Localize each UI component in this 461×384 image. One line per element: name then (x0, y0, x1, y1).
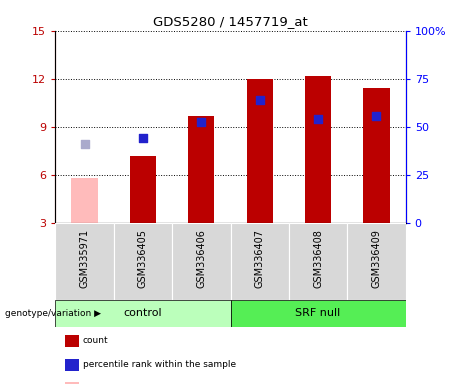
Bar (305, 76, 331, 223)
Bar (172, 223, 230, 300)
Point (139, 135, 147, 141)
Bar (363, 88, 390, 223)
Bar (55, 223, 114, 300)
Bar (130, 156, 156, 223)
Text: percentile rank within the sample: percentile rank within the sample (83, 360, 236, 369)
Bar (247, 79, 273, 223)
Point (314, 116, 322, 122)
Bar (114, 223, 172, 300)
Point (198, 119, 205, 125)
Bar (188, 116, 214, 223)
Text: GSM335971: GSM335971 (79, 229, 89, 288)
Bar (71, 178, 98, 223)
Text: SRF null: SRF null (296, 308, 341, 318)
Bar (55, 300, 230, 327)
Text: count: count (83, 336, 109, 346)
Bar (289, 223, 347, 300)
Text: GSM336406: GSM336406 (196, 229, 207, 288)
Text: GSM336408: GSM336408 (313, 229, 323, 288)
Text: control: control (124, 308, 162, 318)
Bar (230, 300, 406, 327)
Bar (347, 223, 406, 300)
Point (373, 113, 380, 119)
Bar (230, 223, 289, 300)
Text: genotype/variation ▶: genotype/variation ▶ (5, 309, 100, 318)
Text: GSM336405: GSM336405 (138, 229, 148, 288)
Text: GSM336409: GSM336409 (372, 229, 382, 288)
Text: GSM336407: GSM336407 (254, 229, 265, 288)
Title: GDS5280 / 1457719_at: GDS5280 / 1457719_at (153, 15, 308, 28)
Point (81, 141, 88, 147)
Point (256, 96, 263, 103)
